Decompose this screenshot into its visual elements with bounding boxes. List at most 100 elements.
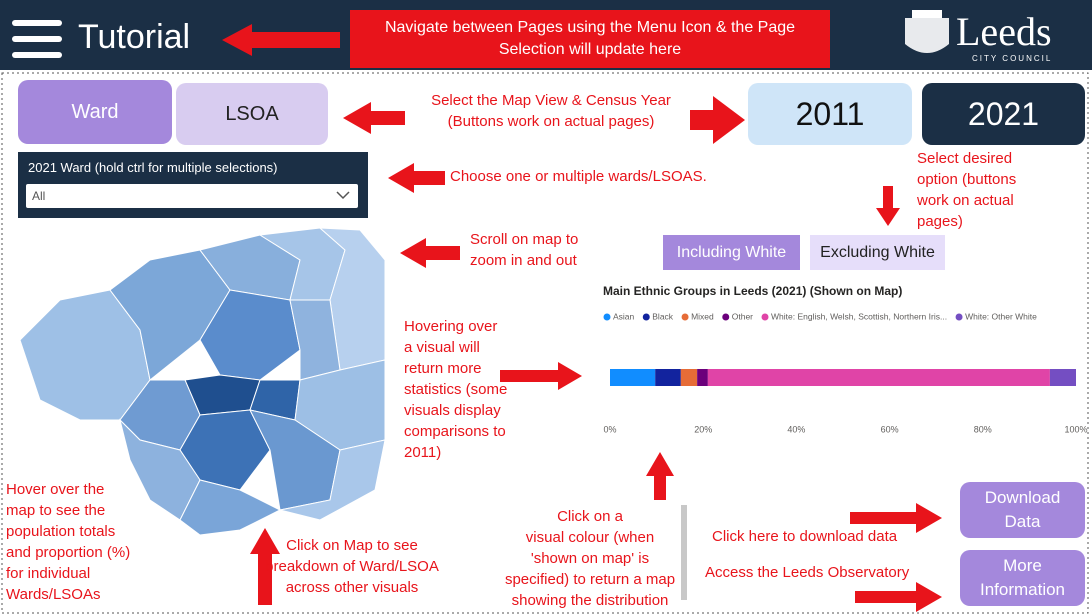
annotation-line: specified) to return a map (504, 571, 676, 588)
arrow (343, 102, 405, 134)
scroll-bar (681, 505, 687, 600)
logo-subtext: CITY COUNCIL (972, 54, 1053, 63)
annotation-line: (Buttons work on actual pages) (447, 113, 655, 130)
annotation-line: option (buttons (917, 171, 1017, 188)
legend-label: White: English, Welsh, Scottish, Norther… (771, 311, 947, 321)
page-title: Tutorial (78, 18, 191, 56)
year-2021-button[interactable]: 2021 (922, 83, 1085, 145)
download-button[interactable]: Download Data (960, 482, 1085, 538)
annotation-line: Click on Map to see (286, 537, 418, 554)
dropdown-chevron (336, 191, 350, 200)
nav-note-box (350, 10, 830, 68)
chart: Main Ethnic Groups in Leeds (2021) (Show… (603, 284, 1088, 434)
arrow (500, 362, 582, 390)
bar-segment (697, 369, 708, 386)
annotation: Scroll on map to zoom in and out (470, 229, 578, 271)
legend-label: Other (732, 311, 753, 321)
annotation-line: work on actual (917, 192, 1014, 209)
slicer-dropdown[interactable]: All (26, 184, 358, 208)
annotation: Click on Map to see breakdown of Ward/LSO… (265, 535, 439, 598)
arrow (850, 503, 942, 533)
annotation-line: Select desired (917, 150, 1013, 167)
logo-text: Leeds (956, 9, 1052, 54)
annotation-line: showing the distribution (511, 592, 669, 609)
legend-label: Asian (613, 311, 635, 321)
annotation-line: Select the Map View & Census Year (431, 92, 671, 109)
legend-marker (642, 313, 650, 321)
annotation: Hovering over a visual will return more sta… (404, 316, 507, 463)
nav-note-line: Selection will update here (498, 41, 682, 58)
legend-marker (603, 313, 611, 321)
annotation-line: Click on a (557, 508, 623, 525)
annotation-line: for individual (6, 565, 91, 582)
menu-icon[interactable] (12, 20, 62, 58)
x-tick-label: 20% (694, 424, 712, 434)
including-white-button[interactable]: Including White (663, 235, 800, 270)
slicer-label: 2021 Ward (hold ctrl for multiple select… (28, 160, 278, 175)
arrow (222, 24, 340, 56)
excluding-white-button[interactable]: Excluding White (810, 235, 945, 270)
bar-segment (1049, 369, 1076, 386)
map[interactable] (19, 227, 386, 536)
annotation-line: zoom in and out (470, 252, 577, 269)
annotation-line: Scroll on map to (470, 231, 579, 248)
legend-label: White: Other White (965, 311, 1037, 321)
chart-title: Main Ethnic Groups in Leeds (2021) (Show… (603, 284, 902, 298)
annotation-line: visual colour (when (525, 529, 655, 546)
annotation: Select desired option (buttons work on act… (917, 148, 1016, 232)
annotation-line: a visual will (404, 339, 480, 356)
legend-marker (761, 313, 769, 321)
annotation: Click here to download data (712, 526, 897, 547)
annotation-line: Access the Leeds Observatory (705, 564, 910, 581)
bar-segment (707, 369, 1050, 386)
annotation-line: population totals (6, 523, 116, 540)
nav-note-line: Navigate between Pages using the Menu Ic… (384, 19, 796, 36)
bar-segment (680, 369, 698, 386)
annotation-line: breakdown of Ward/LSOA (265, 558, 439, 575)
button-line: Information (979, 580, 1066, 599)
arrow (646, 452, 674, 500)
annotation-line: Hovering over (404, 318, 498, 335)
annotation-line: Hover over the (6, 481, 105, 498)
annotation: Choose one or multiple wards/LSOAS. (450, 166, 707, 187)
legend-marker (955, 313, 963, 321)
button-line: Download (984, 488, 1061, 507)
annotation-line: Click here to download data (712, 528, 898, 545)
annotation: Hover over the map to see the population t… (6, 479, 130, 605)
annotation-line: 'shown on map' is (530, 550, 650, 567)
legend-marker (681, 313, 689, 321)
x-tick-label: 80% (974, 424, 992, 434)
x-tick-label: 100% (1064, 424, 1087, 434)
arrows (222, 24, 942, 612)
logo-crest (905, 10, 949, 53)
annotation: Click on a visual colour (when 'shown on m… (505, 506, 675, 611)
arrow (855, 582, 942, 612)
annotation-line: visuals display (404, 402, 501, 419)
button-line: Data (1004, 512, 1041, 531)
annotation-line: 2011) (404, 444, 442, 461)
annotation-line: statistics (some (404, 381, 508, 398)
page-border (1, 72, 1089, 614)
slicer-value: All (32, 189, 46, 203)
x-tick-label: 60% (881, 424, 899, 434)
ward-button[interactable]: Ward (18, 80, 172, 144)
annotation: Select the Map View & Census Year (Button… (405, 90, 697, 132)
legend-label: Black (652, 311, 674, 321)
annotation-line: and proportion (%) (6, 544, 131, 561)
annotation-line: across other visuals (285, 579, 419, 596)
annotation-line: comparisons to (404, 423, 506, 440)
arrow (400, 238, 460, 268)
button-line: More (1003, 556, 1042, 575)
bar-segment (610, 369, 656, 386)
annotation-line: map to see the (6, 502, 106, 519)
more-info-button[interactable]: More Information (960, 550, 1085, 606)
lsoa-button[interactable]: LSOA (176, 83, 328, 145)
slicer: 2021 Ward (hold ctrl for multiple select… (18, 152, 368, 218)
annotation-line: Wards/LSOAs (6, 586, 101, 603)
legend-marker (722, 313, 730, 321)
year-2011-button[interactable]: 2011 (748, 83, 912, 145)
nav-note: Navigate between Pages using the Menu Ic… (350, 10, 830, 68)
arrow (388, 163, 445, 193)
